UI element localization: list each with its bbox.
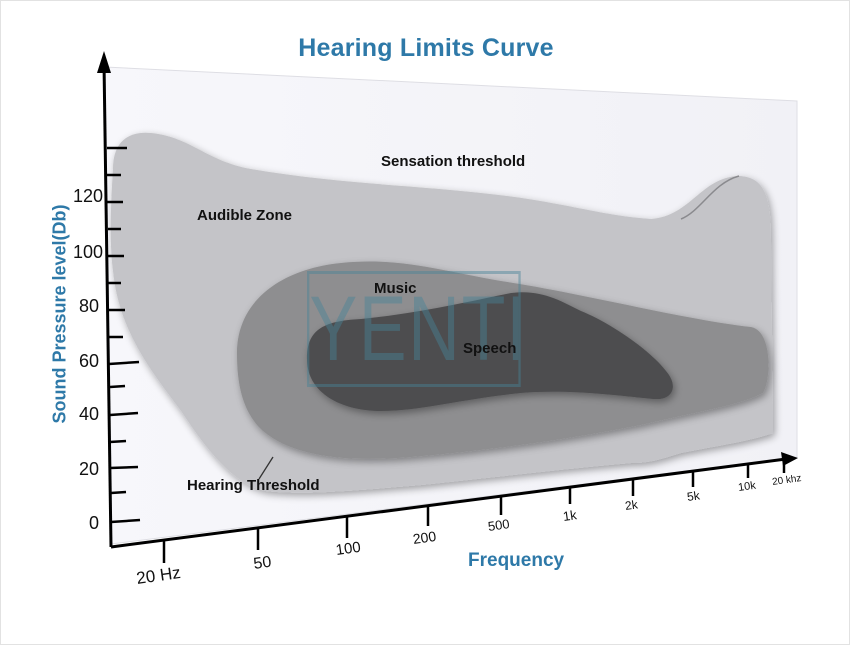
y-tick-label: 120 — [72, 186, 103, 206]
chart-title: Hearing Limits Curve — [298, 34, 554, 62]
x-tick-label: 10k — [737, 479, 757, 494]
music-label: Music — [374, 280, 417, 297]
y-axis-ticks — [107, 146, 141, 524]
x-tick-label: 5k — [686, 488, 701, 504]
speech-region — [307, 292, 673, 411]
x-tick-label: 50 — [252, 553, 273, 574]
x-axis-label: Frequency — [468, 550, 565, 571]
hearing-threshold-pointer — [258, 456, 274, 480]
y-axis-arrow-icon — [97, 51, 111, 73]
speech-label: Speech — [463, 340, 517, 357]
watermark-logo: YENTE — [307, 271, 521, 387]
x-tick-label: 100 — [334, 538, 362, 559]
y-tick-label: 40 — [78, 404, 99, 424]
hearing-threshold-label: Hearing Threshold — [187, 477, 320, 494]
x-axis-ticks — [162, 458, 786, 563]
x-tick-label: 200 — [411, 527, 438, 547]
x-tick-label: 1k — [561, 507, 578, 524]
audible-zone-label: Audible Zone — [197, 207, 292, 224]
y-axis-line — [102, 62, 113, 548]
x-tick-label: 500 — [486, 516, 511, 534]
y-tick-label: 0 — [88, 513, 99, 533]
x-axis-line — [110, 457, 787, 549]
y-tick-label: 100 — [72, 242, 103, 262]
y-tick-label: 80 — [78, 296, 99, 316]
y-tick-label: 20 — [78, 459, 99, 479]
sensation-threshold-edge — [680, 175, 740, 220]
y-tick-label: 60 — [78, 351, 99, 371]
sensation-threshold-label: Sensation threshold — [381, 153, 526, 170]
x-tick-label: 2k — [624, 497, 639, 513]
